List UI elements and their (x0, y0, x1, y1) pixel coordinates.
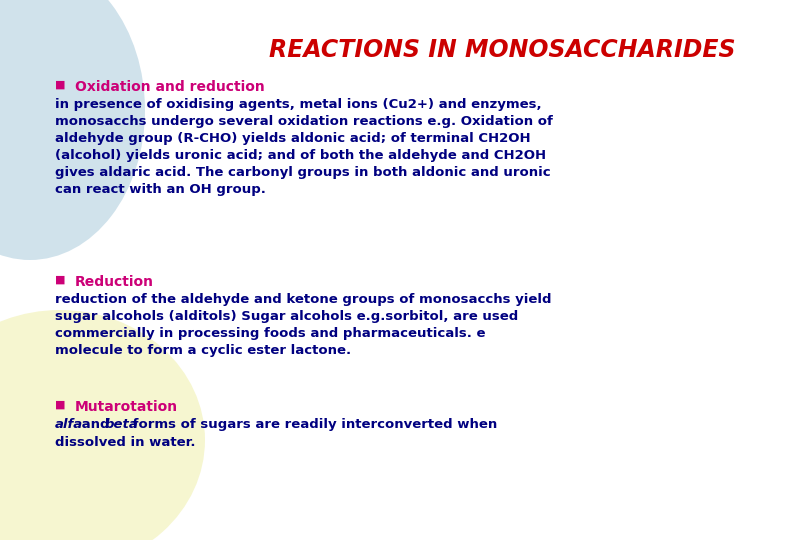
Text: ■: ■ (55, 275, 66, 285)
Ellipse shape (0, 310, 205, 540)
Text: dissolved in water.: dissolved in water. (55, 436, 195, 449)
Text: Oxidation and reduction: Oxidation and reduction (75, 80, 265, 94)
Text: Reduction: Reduction (75, 275, 154, 289)
Text: ■: ■ (55, 80, 66, 90)
Text: beta: beta (105, 418, 139, 431)
Text: in presence of oxidising agents, metal ions (Cu2+) and enzymes,
monosacchs under: in presence of oxidising agents, metal i… (55, 98, 553, 196)
Text: alfa: alfa (55, 418, 83, 431)
Text: forms of sugars are readily interconverted when: forms of sugars are readily interconvert… (128, 418, 497, 431)
Text: REACTIONS IN MONOSACCHARIDES: REACTIONS IN MONOSACCHARIDES (269, 38, 735, 62)
Text: reduction of the aldehyde and ketone groups of monosacchs yield
sugar alcohols (: reduction of the aldehyde and ketone gro… (55, 293, 552, 357)
Text: Mutarotation: Mutarotation (75, 400, 178, 414)
Text: and: and (77, 418, 114, 431)
Ellipse shape (0, 0, 145, 260)
Text: ■: ■ (55, 400, 66, 410)
